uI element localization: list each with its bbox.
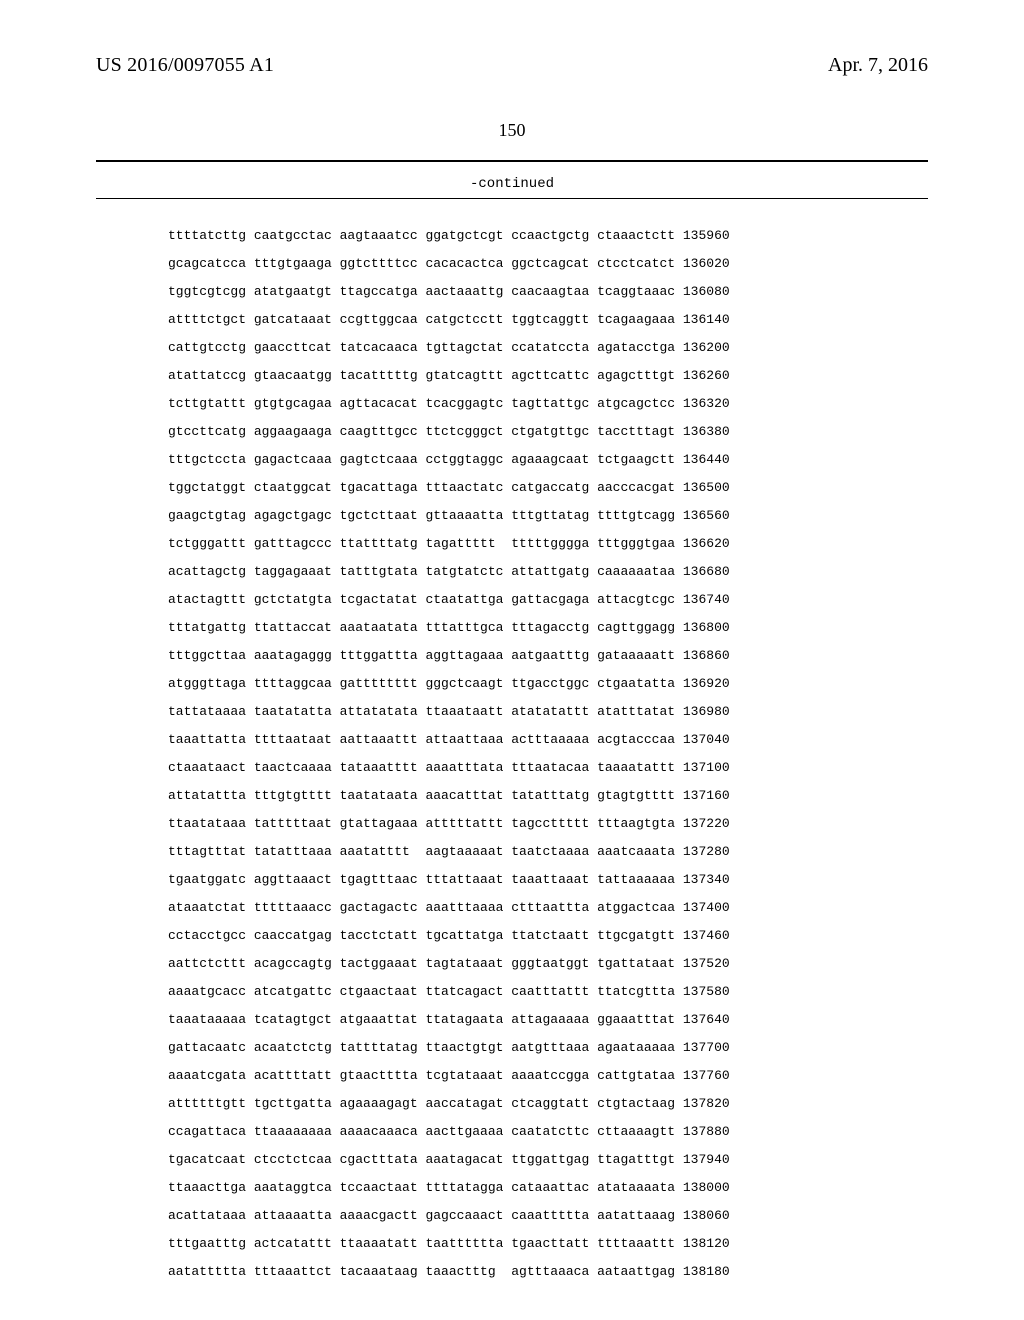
page-number: 150	[0, 120, 1024, 141]
horizontal-rule-top	[96, 160, 928, 162]
patent-publication-number: US 2016/0097055 A1	[96, 54, 274, 77]
publication-date: Apr. 7, 2016	[828, 54, 928, 77]
sequence-listing: ttttatcttg caatgcctac aagtaaatcc ggatgct…	[168, 222, 928, 1286]
page: US 2016/0097055 A1 Apr. 7, 2016 150 -con…	[0, 0, 1024, 1320]
continued-label: -continued	[0, 176, 1024, 192]
horizontal-rule-bottom	[96, 198, 928, 199]
